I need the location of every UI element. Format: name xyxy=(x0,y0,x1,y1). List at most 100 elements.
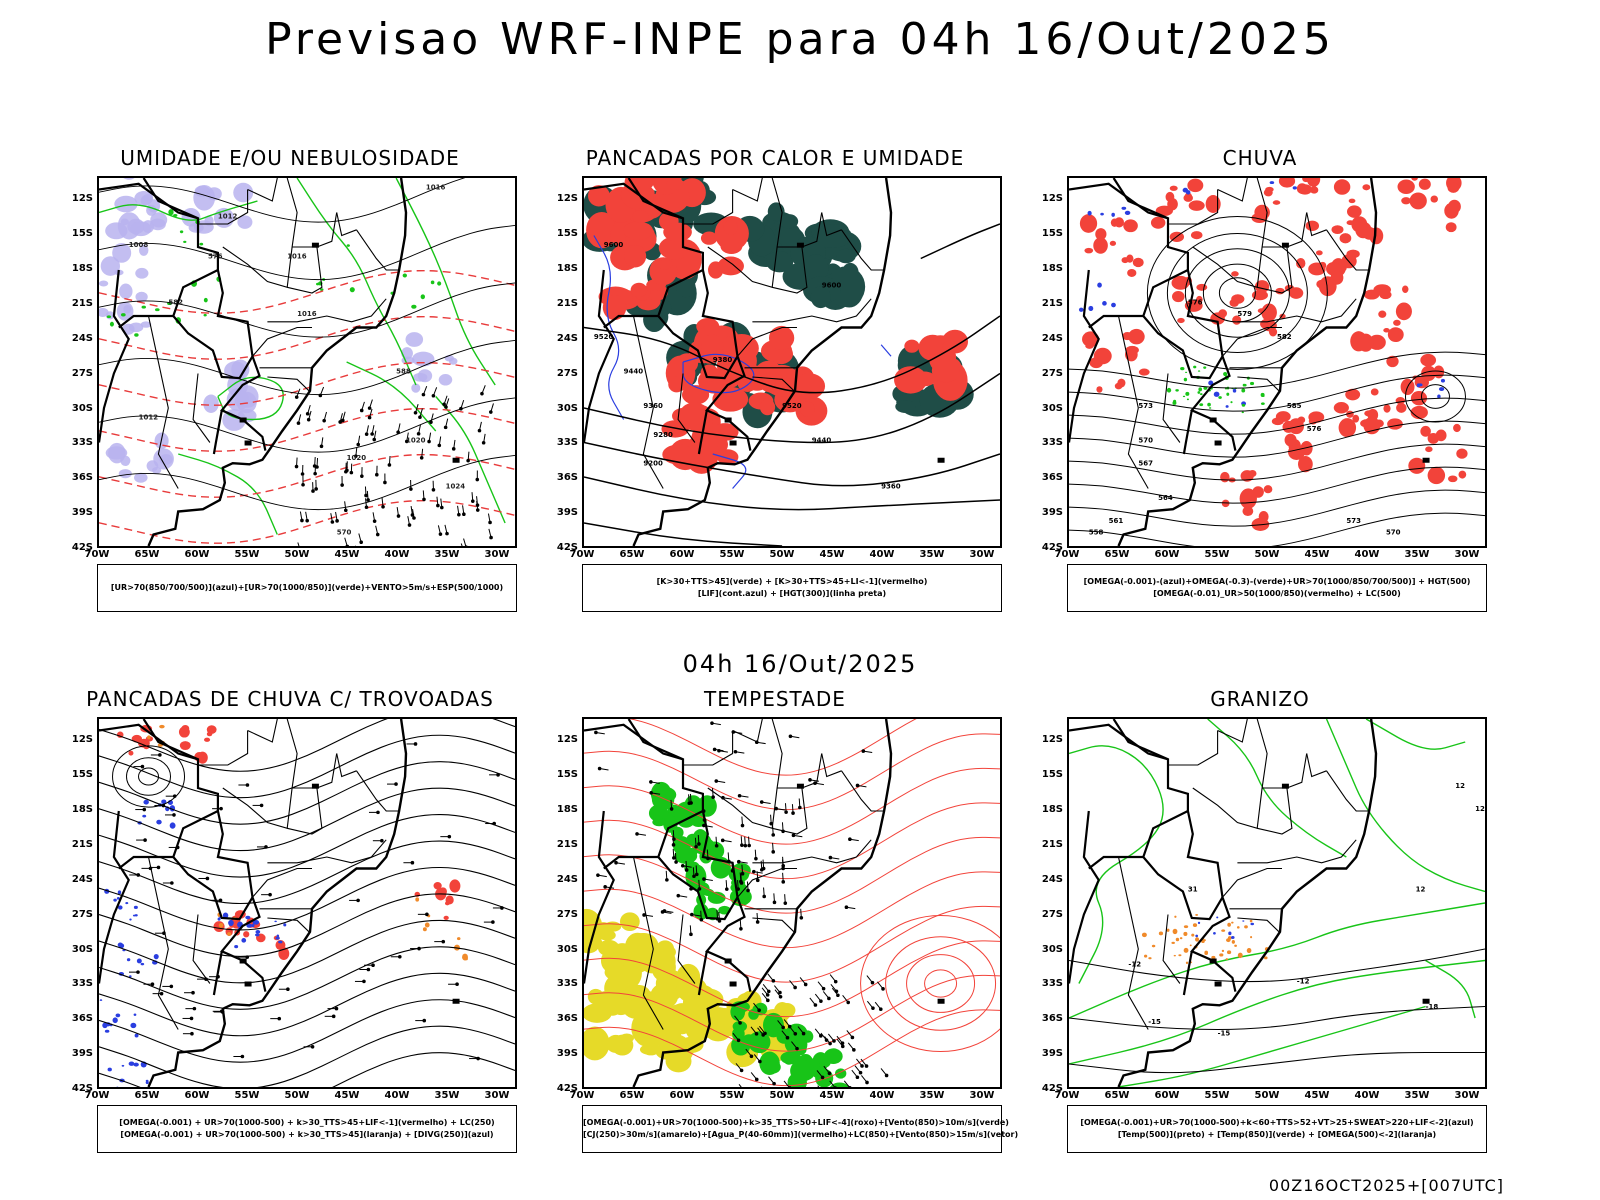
arrow-head xyxy=(739,879,743,884)
field-blob xyxy=(112,242,132,263)
arrow-head xyxy=(462,512,466,517)
contour-label: 9360 xyxy=(881,483,901,491)
field-blob xyxy=(1199,403,1204,407)
lon-tick-label: 40W xyxy=(384,1090,410,1101)
field-blob xyxy=(1151,944,1156,948)
contour-label: 9520 xyxy=(782,402,802,410)
arrow-head xyxy=(362,979,366,984)
contour-label: 582 xyxy=(168,299,183,307)
field-blob xyxy=(1197,370,1201,372)
field-blob xyxy=(233,182,254,203)
contour-label: 9440 xyxy=(812,437,832,445)
arrow-head xyxy=(791,833,796,838)
field-blob xyxy=(1232,315,1242,325)
hgt500-high xyxy=(1146,216,1328,370)
arrow-head xyxy=(381,504,385,509)
lat-tick-label: 39S xyxy=(71,507,93,519)
field-blob xyxy=(1348,198,1356,204)
field-blob xyxy=(1173,954,1176,957)
contour-line xyxy=(1069,489,1485,527)
contour-line xyxy=(1069,1051,1485,1074)
base-map xyxy=(584,178,945,546)
lon-tick-label: 35W xyxy=(919,549,945,560)
lat-tick-label: 33S xyxy=(1041,978,1063,990)
lake-marker xyxy=(1281,242,1289,248)
field-blob xyxy=(1444,202,1459,219)
field-blob xyxy=(1237,952,1243,959)
country-border xyxy=(1182,951,1193,996)
field-blob xyxy=(1150,216,1166,229)
contour-line xyxy=(584,905,1000,983)
field-blob xyxy=(1241,403,1246,407)
lat-tick-label: 33S xyxy=(556,978,578,990)
field-blob xyxy=(438,374,453,386)
contour-label: 1016 xyxy=(297,310,317,318)
lat-tick-label: 21S xyxy=(71,297,93,309)
lake-marker xyxy=(311,783,319,789)
field-blob xyxy=(1219,953,1224,957)
field-blob xyxy=(1440,378,1445,383)
arrow-head xyxy=(878,1007,883,1012)
arrow-head xyxy=(330,520,335,524)
field-blob xyxy=(1333,402,1349,414)
lon-tick-label: 65W xyxy=(1104,1090,1130,1101)
arrow-head xyxy=(813,1003,818,1007)
field-blob xyxy=(619,912,640,932)
state-border xyxy=(752,917,795,933)
field-blob xyxy=(779,214,799,229)
field-blob xyxy=(800,401,815,417)
arrow-head xyxy=(674,860,678,864)
field-blob xyxy=(1242,920,1245,922)
contour-line xyxy=(584,372,1000,444)
field-blob xyxy=(1205,195,1221,213)
contour-line xyxy=(1365,719,1466,750)
arrow-head xyxy=(739,926,743,931)
field-blob xyxy=(150,212,168,228)
arrow-head xyxy=(191,990,195,995)
country-border xyxy=(1069,723,1237,992)
state-border xyxy=(267,917,310,933)
field-blob xyxy=(586,211,618,249)
arrow-head xyxy=(396,514,401,518)
arrow-head xyxy=(754,856,758,861)
arrow-head xyxy=(781,1025,785,1030)
field-blob xyxy=(672,836,691,856)
field-blob xyxy=(204,737,211,742)
field-blob xyxy=(1396,402,1407,413)
state-border xyxy=(356,770,400,812)
state-border xyxy=(252,326,312,357)
field-blob xyxy=(1225,405,1229,408)
state-border xyxy=(737,326,797,357)
lon-tick-label: 30W xyxy=(484,549,510,560)
field-blob xyxy=(1386,355,1399,368)
arrow-head xyxy=(836,993,840,998)
arrow-head xyxy=(858,1070,863,1075)
field-blob xyxy=(1275,287,1285,295)
lat-tick-label: 39S xyxy=(556,507,578,519)
arrow-head xyxy=(412,516,416,520)
field-blob xyxy=(681,385,710,405)
lon-tick-label: 55W xyxy=(234,1090,260,1101)
country-border xyxy=(142,719,199,761)
field-blob xyxy=(422,927,427,932)
contour-label: 1008 xyxy=(129,241,149,249)
arrow-head xyxy=(855,783,860,788)
arrow-head xyxy=(417,946,421,951)
lc850-loops xyxy=(860,915,1000,1052)
arrow-head xyxy=(846,1000,851,1005)
temp850-contours xyxy=(1069,719,1485,1087)
arrow-head xyxy=(387,463,392,467)
field-blob xyxy=(1345,388,1361,401)
field-blob xyxy=(99,999,103,1001)
panel-chuva: CHUVA 12S 15S 18S 21S 24S 27S 30S 33S 36S 39S 42S … xyxy=(1025,146,1495,621)
field-blob xyxy=(1096,386,1103,393)
lat-tick-label: 24S xyxy=(71,873,93,885)
field-blob xyxy=(1193,365,1197,369)
field-blob xyxy=(1395,396,1406,405)
field-blob xyxy=(1110,218,1119,227)
map-trovoadas xyxy=(97,717,517,1089)
lat-tick-label: 42S xyxy=(556,542,578,553)
field-blob xyxy=(117,890,122,895)
arrow-head xyxy=(451,447,456,451)
lon-tick-label: 70W xyxy=(84,1090,110,1101)
